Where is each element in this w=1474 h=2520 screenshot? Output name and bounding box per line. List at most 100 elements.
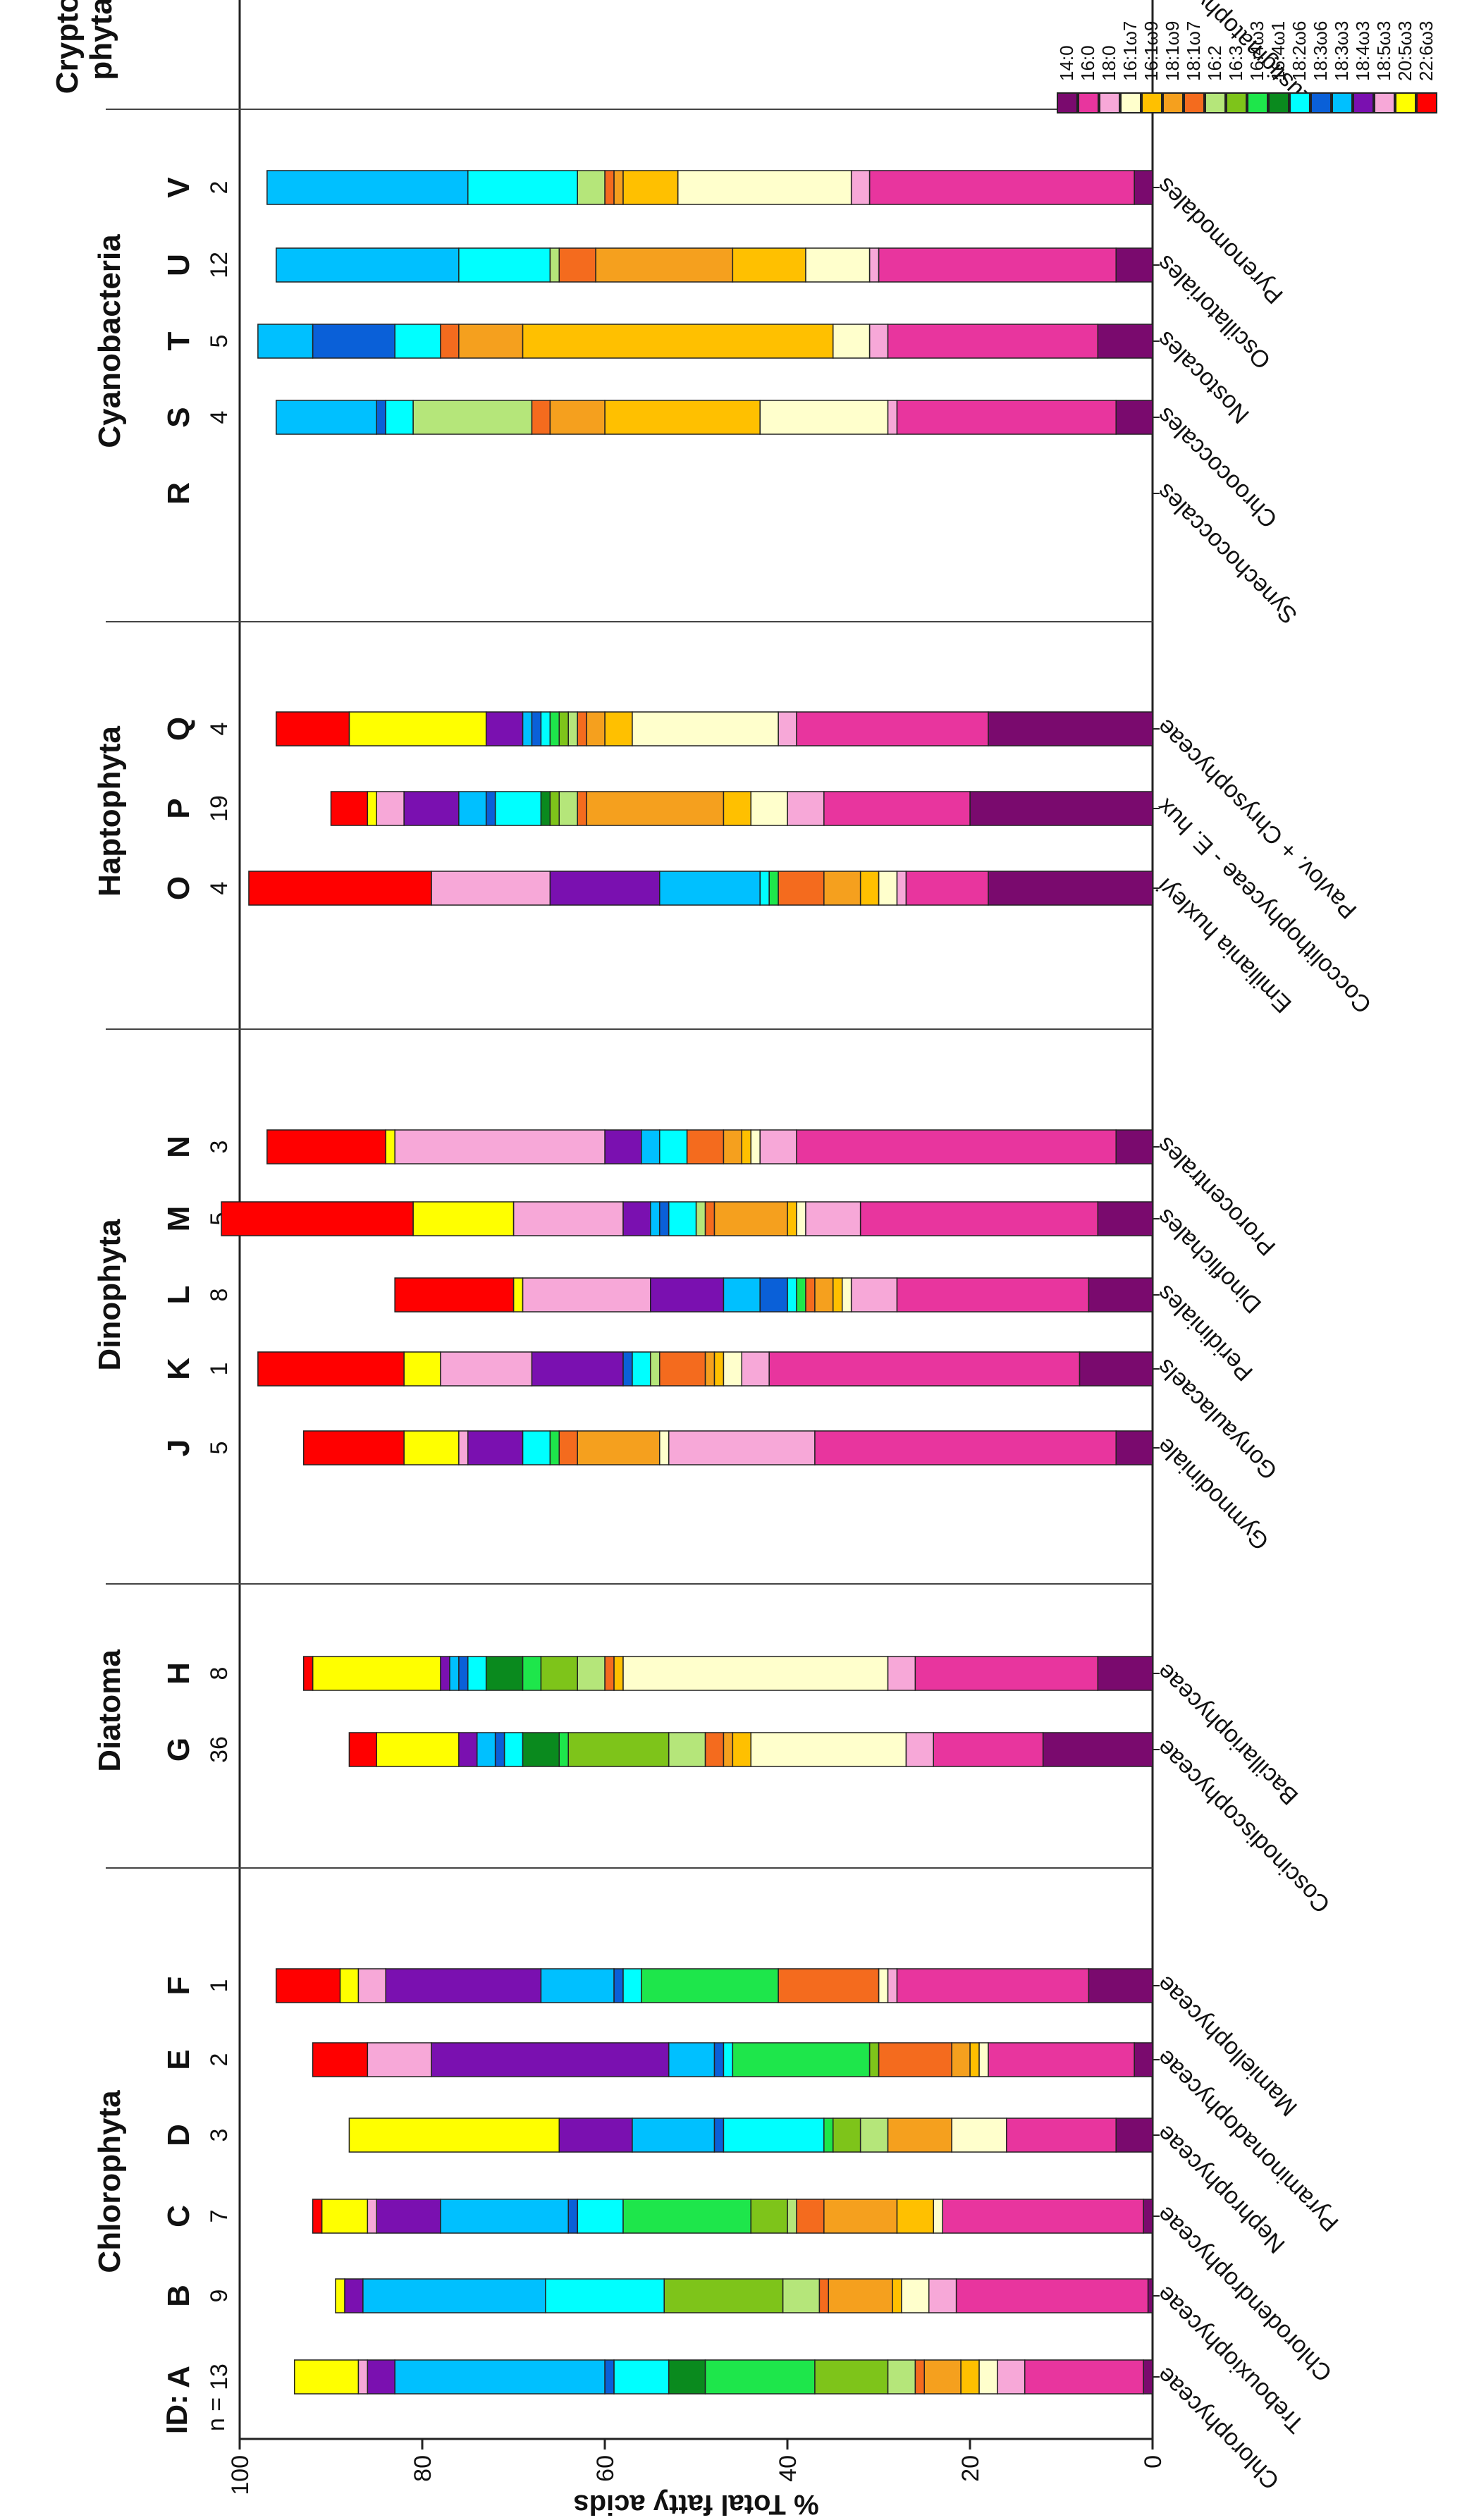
bar-segment bbox=[586, 711, 606, 746]
bar-segment bbox=[522, 324, 834, 359]
bar-segment bbox=[376, 400, 386, 435]
bar-segment bbox=[796, 711, 989, 746]
bar-segment bbox=[750, 2199, 788, 2234]
bar-segment bbox=[768, 1351, 1081, 1387]
bar-segment bbox=[887, 324, 1099, 359]
bar-segment bbox=[540, 711, 551, 746]
bar-segment bbox=[276, 400, 377, 435]
bar-segment bbox=[1143, 2359, 1153, 2395]
bar-segment bbox=[658, 1129, 688, 1164]
bar-segment bbox=[467, 170, 578, 205]
bar-segment bbox=[997, 2359, 1026, 2395]
legend-label: 18:2ω6 bbox=[1289, 21, 1310, 81]
bar-segment bbox=[276, 711, 350, 746]
bar-segment bbox=[1115, 2118, 1153, 2153]
bar-segment bbox=[440, 2199, 569, 2234]
bar-id: P bbox=[161, 798, 196, 818]
bar-segment bbox=[1088, 1277, 1153, 1313]
bar-segment bbox=[467, 1430, 524, 1465]
legend-label: 18:1ω7 bbox=[1183, 21, 1204, 81]
bar-segment bbox=[367, 2359, 395, 2395]
bar-segment bbox=[577, 1656, 606, 1691]
bar-label: Emiliania huxleyi bbox=[1152, 873, 1297, 1018]
bar-segment bbox=[467, 1656, 487, 1691]
bar-segment bbox=[266, 1129, 386, 1164]
bar-segment bbox=[668, 2359, 706, 2395]
bar-segment bbox=[658, 1430, 670, 1465]
bar-segment bbox=[796, 2199, 825, 2234]
bar-segment bbox=[458, 1732, 478, 1767]
bar-segment bbox=[348, 1732, 377, 1767]
bar-segment bbox=[558, 1732, 569, 1767]
bar-segment bbox=[960, 2359, 980, 2395]
bar-segment bbox=[887, 400, 898, 435]
bar-segment bbox=[586, 791, 725, 826]
bar-segment bbox=[257, 1351, 405, 1387]
legend-label: 22:6ω3 bbox=[1415, 21, 1437, 81]
bar-segment bbox=[814, 2359, 889, 2395]
legend-swatch bbox=[1057, 92, 1078, 113]
bar-segment bbox=[549, 711, 560, 746]
bar-segment bbox=[622, 1656, 889, 1691]
bar-segment bbox=[759, 400, 889, 435]
bar-segment bbox=[823, 871, 861, 906]
bar-segment bbox=[732, 1732, 751, 1767]
value-axis-tick-label: 60 bbox=[592, 2455, 619, 2482]
legend-label: 16:2 bbox=[1204, 45, 1225, 81]
value-axis-tick-label: 20 bbox=[957, 2455, 984, 2482]
bar-segment bbox=[1097, 324, 1153, 359]
bar-segment bbox=[458, 1430, 469, 1465]
bar-segment bbox=[604, 2359, 615, 2395]
bar-segment bbox=[577, 1430, 661, 1465]
bar-segment bbox=[632, 1351, 651, 1387]
bar-segment bbox=[723, 1277, 761, 1313]
bar-segment bbox=[476, 1732, 496, 1767]
bar-segment bbox=[668, 2042, 715, 2077]
bar-n: 9 bbox=[206, 2289, 233, 2303]
bar-n: 4 bbox=[206, 411, 233, 424]
group-label: Chlorophyta bbox=[92, 2090, 127, 2273]
bar-id: J bbox=[161, 1439, 196, 1456]
bar-segment bbox=[905, 871, 989, 906]
bar-segment bbox=[641, 1129, 661, 1164]
bar-id: F bbox=[161, 1977, 196, 1996]
bar-segment bbox=[385, 400, 414, 435]
legend-label: 14:0 bbox=[1056, 45, 1077, 81]
bar-segment bbox=[787, 2199, 797, 2234]
bar-segment bbox=[221, 1201, 414, 1236]
bar-segment bbox=[549, 1430, 560, 1465]
bar-segment bbox=[818, 2278, 830, 2313]
bar-segment bbox=[868, 2042, 880, 2077]
legend-label: 18:3ω3 bbox=[1331, 21, 1352, 81]
bar-segment bbox=[412, 1201, 515, 1236]
group-label: Cyanobacteria bbox=[92, 234, 127, 448]
bar-segment bbox=[796, 1277, 806, 1313]
bar-segment bbox=[732, 2042, 871, 2077]
legend-label: 20:5ω3 bbox=[1394, 21, 1415, 81]
bar-segment bbox=[1147, 2278, 1153, 2313]
bar-id: N bbox=[161, 1136, 196, 1158]
bar-segment bbox=[403, 1351, 441, 1387]
bar-segment bbox=[403, 1430, 460, 1465]
bar-n: 2 bbox=[206, 181, 233, 195]
group-label: Diatoma bbox=[92, 1649, 127, 1772]
chart-rotated-group: 0 20 40 60 80 100 % Total fatty acids ID: n = Chl… bbox=[50, 0, 1437, 2520]
bar-segment bbox=[302, 1430, 405, 1465]
legend-swatch bbox=[1247, 92, 1268, 113]
bar-label: Bacillariophyceae bbox=[1152, 1658, 1303, 1809]
bar-segment bbox=[312, 1656, 441, 1691]
bar-segment bbox=[613, 1656, 624, 1691]
bar-segment bbox=[549, 247, 560, 283]
bar-segment bbox=[901, 2278, 930, 2313]
bar-id: Q bbox=[161, 717, 196, 741]
bar-segment bbox=[458, 791, 487, 826]
bar-id: K bbox=[161, 1358, 196, 1380]
bar-segment bbox=[663, 2278, 784, 2313]
bar-segment bbox=[759, 1129, 797, 1164]
bar-segment bbox=[713, 2118, 725, 2153]
bar-segment bbox=[988, 871, 1153, 906]
bar-segment bbox=[248, 871, 432, 906]
bar-segment bbox=[558, 247, 596, 283]
bar-segment bbox=[577, 2199, 624, 2234]
bar-id: E bbox=[161, 2049, 196, 2070]
